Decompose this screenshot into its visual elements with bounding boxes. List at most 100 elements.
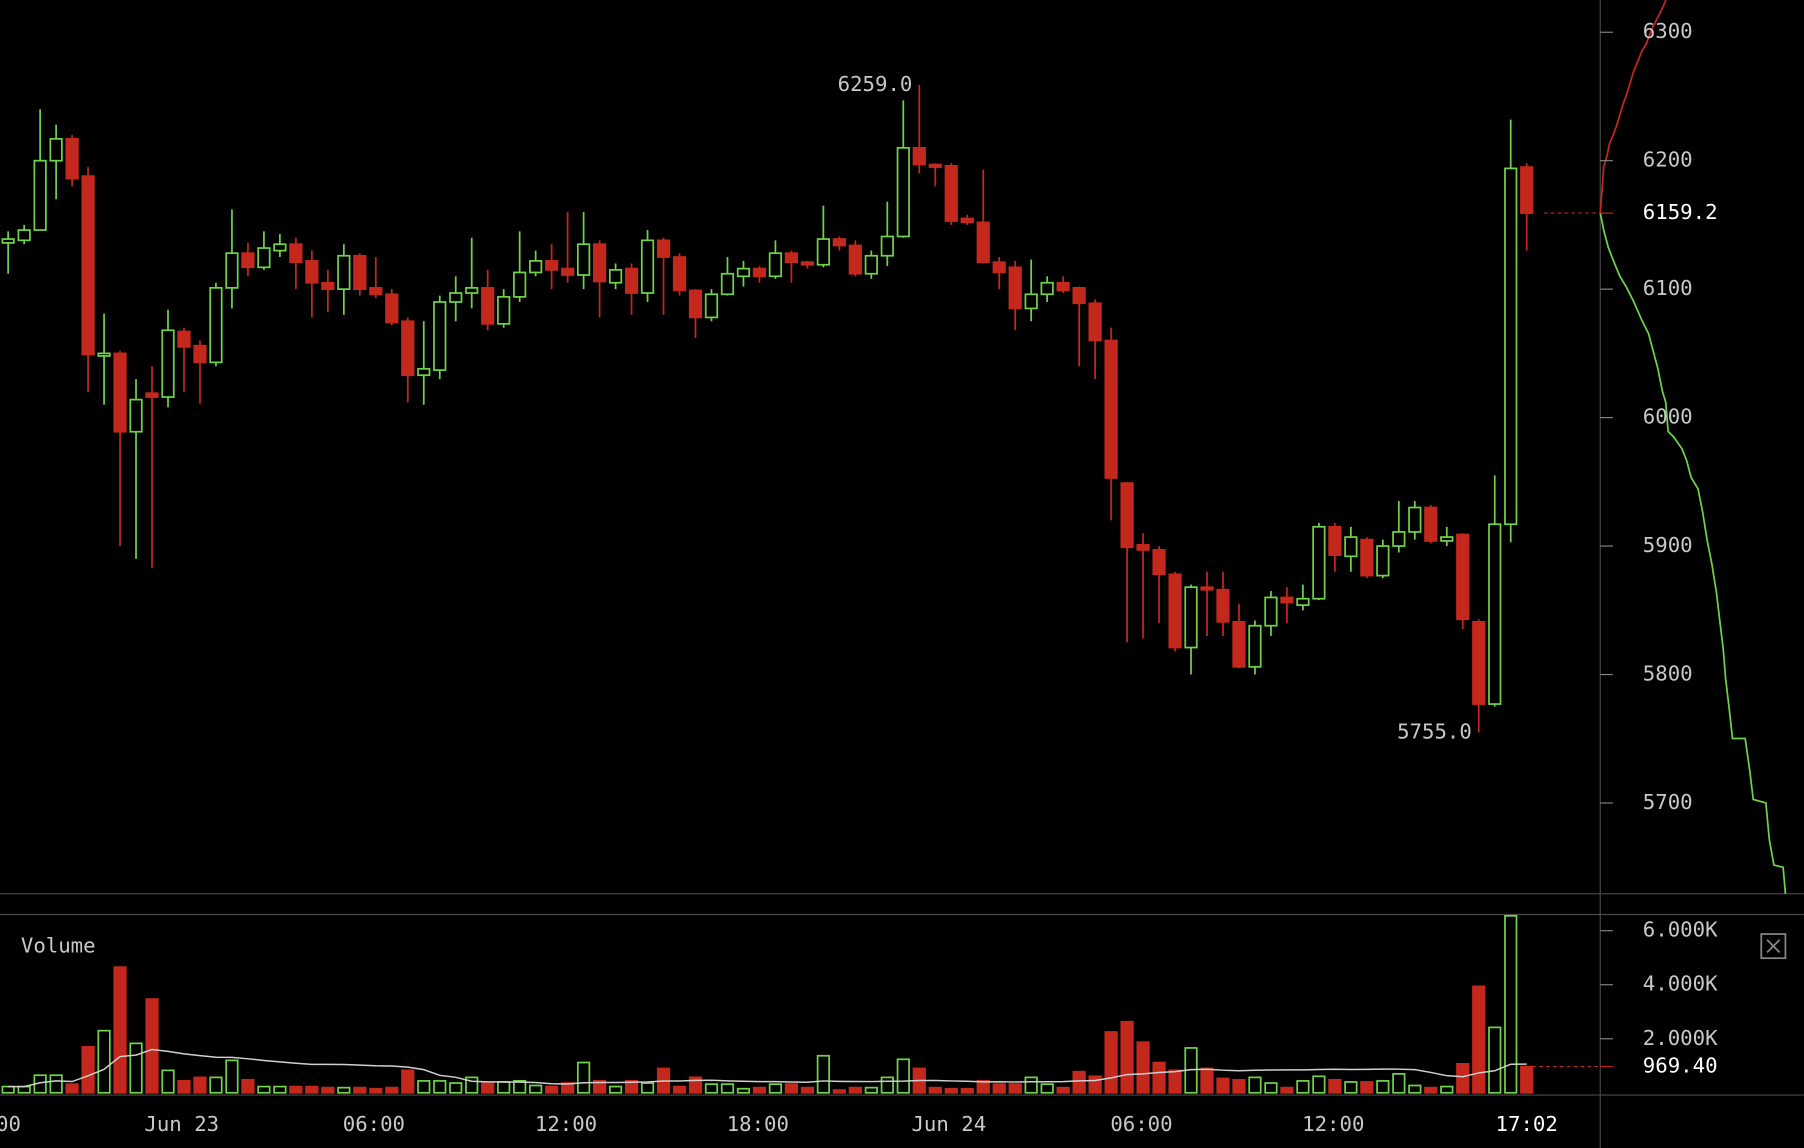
volume-bar	[129, 1042, 143, 1094]
candle-body	[289, 243, 303, 264]
volume-bar	[1040, 1083, 1054, 1094]
candle-body	[992, 261, 1006, 274]
candle-body	[1104, 339, 1118, 479]
candle-body	[1072, 287, 1086, 305]
candle-body	[481, 287, 495, 325]
volume-bar	[481, 1082, 495, 1094]
volume-bar	[417, 1080, 431, 1094]
y-tick-label: 6200	[1643, 148, 1693, 172]
volume-bar	[848, 1086, 862, 1094]
candle-body	[1200, 586, 1214, 591]
candle-body	[1312, 525, 1326, 600]
close-volume-button[interactable]	[1760, 933, 1787, 960]
volume-bar	[65, 1083, 79, 1094]
candle-body	[864, 254, 878, 275]
candle-body	[624, 267, 639, 294]
candle-body	[49, 137, 63, 162]
candle-body	[513, 271, 527, 298]
volume-tick-label: 2.000K	[1643, 1026, 1718, 1050]
candle-body	[656, 239, 671, 258]
close-icon	[1766, 939, 1781, 954]
candle-body	[273, 243, 287, 252]
volume-bar	[321, 1086, 335, 1094]
volume-bar	[1232, 1078, 1246, 1094]
x-tick-label: 18:00	[727, 1112, 789, 1136]
volume-bar	[624, 1080, 639, 1094]
depth-asks	[1599, 0, 1667, 213]
volume-bar	[1472, 985, 1486, 1094]
candle-body	[720, 272, 735, 296]
candle-body	[1344, 536, 1358, 558]
candle-body	[880, 235, 894, 257]
candle-body	[912, 146, 926, 166]
volume-bar	[401, 1069, 415, 1094]
candle-body	[960, 217, 974, 224]
candle-body	[17, 229, 31, 242]
volume-bar	[1456, 1063, 1470, 1094]
volume-bar	[576, 1061, 591, 1094]
candle-body	[561, 267, 575, 276]
candle-body	[640, 239, 655, 294]
candle-body	[1024, 293, 1038, 310]
candle-body	[529, 260, 543, 274]
x-tick-label: Jun 24	[911, 1112, 986, 1136]
volume-bar	[465, 1076, 479, 1094]
x-tick-label: 18:00	[0, 1112, 21, 1136]
candle-body	[321, 281, 335, 291]
last-volume-label: 969.40	[1643, 1054, 1718, 1078]
y-tick-label: 5800	[1643, 662, 1693, 686]
volume-bar	[177, 1080, 191, 1094]
candle-body	[848, 244, 862, 275]
volume-bar	[592, 1080, 607, 1094]
volume-bar	[784, 1083, 799, 1094]
candle-body	[768, 252, 783, 278]
candle-body	[257, 247, 271, 269]
candle-body	[928, 163, 942, 168]
y-tick-label: 6000	[1643, 405, 1693, 429]
volume-bar	[880, 1076, 894, 1094]
x-tick-label: 06:00	[343, 1112, 405, 1136]
candle-body	[1056, 281, 1070, 292]
volume-bar	[145, 998, 159, 1094]
candle-body	[497, 295, 511, 325]
volume-moving-average	[8, 1048, 1527, 1088]
volume-bar	[1072, 1070, 1086, 1094]
volume-bar	[736, 1087, 751, 1094]
volume-bar	[1360, 1081, 1374, 1094]
volume-bar	[1264, 1082, 1278, 1094]
x-tick-label: 06:00	[1110, 1112, 1172, 1136]
candle-body	[1264, 596, 1278, 627]
candle-body	[465, 287, 479, 294]
candle-body	[736, 267, 751, 278]
candle-body	[65, 137, 79, 180]
volume-bar	[1104, 1031, 1118, 1094]
last-price-label: 6159.2	[1643, 200, 1718, 224]
depth-bids	[1599, 212, 1787, 894]
candle-body	[193, 344, 207, 364]
candle-body	[1184, 586, 1198, 649]
y-tick-label: 6300	[1643, 19, 1693, 43]
volume-bar	[49, 1074, 63, 1094]
volume-bar	[1136, 1041, 1150, 1094]
candle-body	[129, 398, 143, 433]
candle-body	[672, 256, 687, 292]
candle-body	[1, 238, 15, 244]
volume-bar	[1280, 1086, 1294, 1094]
candle-body	[449, 292, 463, 303]
candle-body	[1360, 538, 1374, 577]
volume-bar	[257, 1085, 271, 1094]
low-label: 5755.0	[1397, 719, 1472, 743]
candle-body	[896, 146, 910, 238]
volume-bar	[449, 1082, 463, 1094]
volume-bar	[497, 1081, 511, 1094]
candle-body	[1216, 588, 1230, 623]
candle-body	[337, 254, 351, 291]
volume-bar	[193, 1076, 207, 1094]
candle-body	[832, 238, 846, 247]
volume-bar	[225, 1059, 239, 1094]
candle-body	[97, 352, 111, 357]
candle-body	[1120, 482, 1134, 549]
volume-bar	[800, 1086, 815, 1094]
candle-body	[1392, 531, 1406, 547]
